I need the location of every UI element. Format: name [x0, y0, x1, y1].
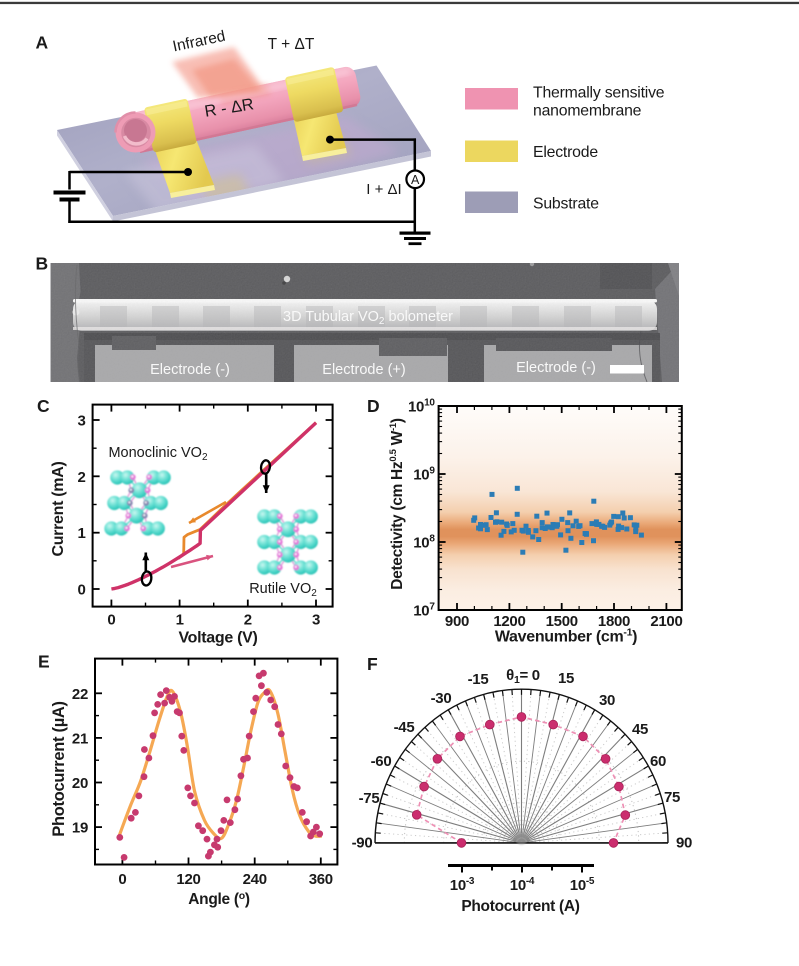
svg-text:nanomembrane: nanomembrane — [533, 103, 642, 120]
svg-text:75: 75 — [664, 789, 680, 806]
svg-text:Current (mA): Current (mA) — [50, 461, 67, 556]
svg-text:Monoclinic VO2: Monoclinic VO2 — [108, 445, 207, 463]
svg-text:A: A — [36, 33, 49, 53]
svg-text:-90: -90 — [352, 835, 373, 852]
svg-text:360: 360 — [309, 871, 333, 888]
svg-text:-60: -60 — [371, 753, 392, 770]
svg-text:0: 0 — [78, 582, 86, 599]
svg-text:Substrate: Substrate — [533, 196, 599, 213]
svg-text:1500: 1500 — [546, 613, 578, 630]
svg-text:E: E — [38, 652, 49, 672]
svg-text:D: D — [367, 396, 379, 416]
svg-text:-15: -15 — [468, 671, 489, 688]
svg-text:Angle (o): Angle (o) — [188, 890, 250, 908]
svg-text:Electrode: Electrode — [533, 144, 598, 161]
svg-text:3: 3 — [78, 413, 86, 430]
svg-text:F: F — [367, 654, 378, 674]
svg-text:θ1= 0: θ1= 0 — [506, 667, 540, 686]
svg-text:1: 1 — [176, 612, 184, 629]
svg-text:Voltage (V): Voltage (V) — [178, 630, 257, 647]
svg-text:I + ΔI: I + ΔI — [366, 181, 401, 198]
svg-text:-30: -30 — [431, 690, 452, 707]
svg-text:B: B — [36, 254, 48, 274]
svg-text:3: 3 — [312, 612, 320, 629]
svg-text:22: 22 — [72, 686, 88, 703]
svg-text:45: 45 — [632, 721, 648, 738]
svg-text:30: 30 — [599, 692, 615, 709]
svg-text:60: 60 — [650, 753, 666, 770]
svg-text:19: 19 — [72, 820, 88, 837]
svg-text:-75: -75 — [359, 790, 380, 807]
svg-text:20: 20 — [72, 775, 88, 792]
svg-text:Thermally sensitive: Thermally sensitive — [533, 85, 665, 102]
svg-text:Wavenumber (cm-1): Wavenumber (cm-1) — [495, 627, 637, 646]
svg-text:1200: 1200 — [493, 613, 525, 630]
svg-text:240: 240 — [243, 871, 267, 888]
svg-text:0: 0 — [107, 612, 115, 629]
svg-text:21: 21 — [72, 730, 88, 747]
svg-text:Photocurrent (A): Photocurrent (A) — [461, 898, 579, 915]
svg-text:15: 15 — [558, 670, 574, 687]
svg-text:-45: -45 — [394, 719, 415, 736]
svg-text:120: 120 — [176, 871, 200, 888]
svg-text:90: 90 — [676, 835, 692, 852]
svg-text:0: 0 — [118, 871, 126, 888]
svg-text:Detectivity (cm Hz0.5 W-1): Detectivity (cm Hz0.5 W-1) — [388, 418, 406, 590]
svg-text:2100: 2100 — [650, 613, 682, 630]
svg-text:Rutile VO2: Rutile VO2 — [249, 581, 317, 599]
svg-text:900: 900 — [445, 613, 469, 630]
svg-text:Photocurrent (µA): Photocurrent (µA) — [50, 701, 68, 836]
svg-text:A: A — [411, 173, 420, 187]
svg-text:1: 1 — [78, 525, 86, 542]
svg-text:T + ΔT: T + ΔT — [268, 36, 315, 53]
svg-text:2: 2 — [244, 612, 252, 629]
svg-text:C: C — [37, 396, 50, 416]
svg-text:2: 2 — [78, 469, 86, 486]
svg-text:1800: 1800 — [598, 613, 630, 630]
